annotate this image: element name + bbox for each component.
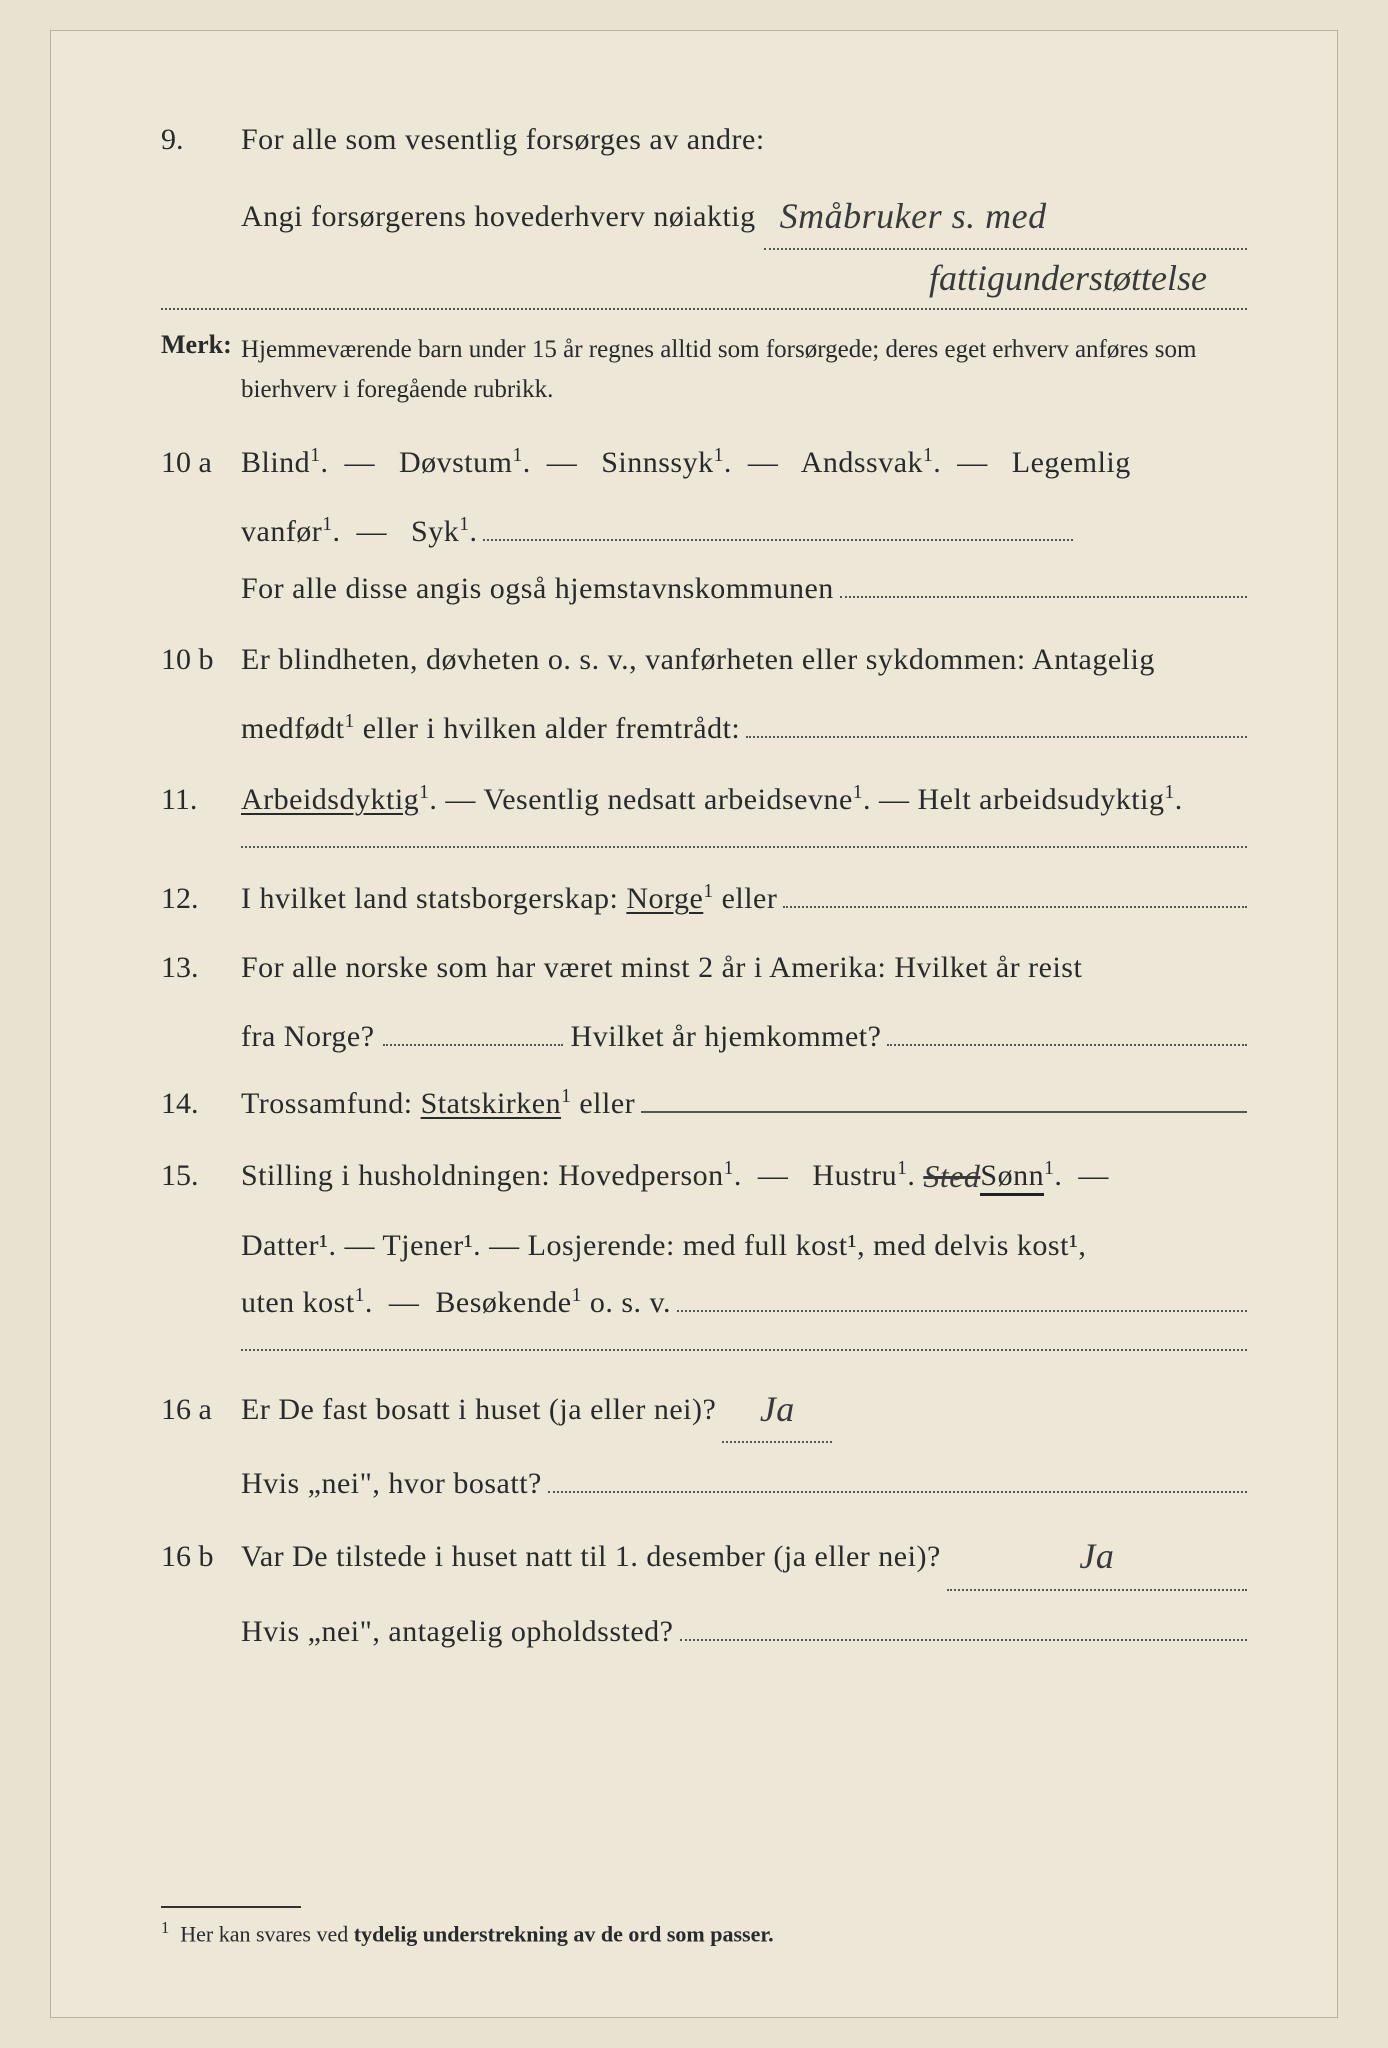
footnote: 1 Her kan svares ved tydelig understrekn… (161, 1906, 1247, 1947)
q16a-number: 16 a (161, 1381, 241, 1438)
q11-opt3: Helt arbeidsudyktig (918, 783, 1165, 816)
q15-3b: Besøkende (435, 1286, 571, 1319)
q15-3c: o. s. v. (582, 1286, 671, 1319)
q13-line2: fra Norge? Hvilket år hjemkommet? (241, 1008, 1247, 1065)
q9-field-1: Småbruker s. med (764, 180, 1247, 250)
q9-line2: Angi forsørgerens hovederhverv nøiaktig … (241, 180, 1247, 250)
q15-number: 15. (161, 1147, 241, 1204)
q11-opt1: Arbeidsdyktig (241, 783, 419, 816)
q10a-opt5: Legemlig (1012, 446, 1131, 479)
q11-number: 11. (161, 771, 241, 828)
q10b-text2b: eller i hvilken alder fremtrådt: (355, 712, 741, 745)
q9-line1: For alle som vesentlig forsørges av andr… (241, 111, 1247, 168)
q12-norge: Norge (626, 882, 703, 915)
footnote-plain: Her kan svares ved (180, 1921, 354, 1946)
q14-b: eller (571, 1087, 635, 1120)
q10a-opt1: Blind (241, 446, 310, 479)
q13-number: 13. (161, 939, 241, 996)
merk-note: Merk: Hjemmeværende barn under 15 år reg… (161, 330, 1247, 410)
question-13: 13. For alle norske som har været minst … (161, 939, 1247, 996)
q15-a: Stilling i husholdningen: Hovedperson (241, 1159, 724, 1192)
q14-a: Trossamfund: (241, 1087, 421, 1120)
merk-text: Hjemmeværende barn under 15 år regnes al… (241, 330, 1247, 410)
q15-line3: uten kost1. — Besøkende1 o. s. v. (241, 1274, 1247, 1331)
q13-fra: fra Norge? (241, 1008, 375, 1065)
question-15: 15. Stilling i husholdningen: Hovedperso… (161, 1144, 1247, 1205)
question-10b: 10 b Er blindheten, døvheten o. s. v., v… (161, 631, 1247, 688)
q9-handwritten-1: Småbruker s. med (780, 182, 1047, 250)
question-12: 12. I hvilket land statsborgerskap: Norg… (161, 870, 1247, 927)
q11-options: Arbeidsdyktig1. — Vesentlig nedsatt arbe… (241, 771, 1247, 828)
q10b-number: 10 b (161, 631, 241, 688)
q15-sonn: Sønn (980, 1159, 1044, 1196)
q12-b: eller (714, 882, 778, 915)
q10a-opt7: Syk (411, 515, 459, 548)
q9-number: 9. (161, 111, 241, 168)
q16b-text: Var De tilstede i huset natt til 1. dese… (241, 1520, 1247, 1590)
q16a-answer: Ja (760, 1375, 795, 1443)
q10a-opt6: vanfør (241, 515, 322, 548)
q16a-text: Er De fast bosatt i huset (ja eller nei)… (241, 1373, 1247, 1443)
q16b-number: 16 b (161, 1528, 241, 1585)
q10a-hjemstavn: For alle disse angis også hjemstavnskomm… (241, 560, 834, 617)
q14-statskirken: Statskirken (421, 1087, 562, 1120)
question-16b: 16 b Var De tilstede i huset natt til 1.… (161, 1520, 1247, 1590)
q16a-followup-label: Hvis „nei", hvor bosatt? (241, 1455, 542, 1512)
q10a-opt2: Døvstum (399, 446, 513, 479)
q15-sted-strike: Sted (923, 1146, 980, 1207)
question-10a: 10 a Blind1. — Døvstum1. — Sinnssyk1. — … (161, 434, 1247, 491)
q10a-line3: For alle disse angis også hjemstavnskomm… (241, 560, 1247, 617)
document-page: 9. For alle som vesentlig forsørges av a… (50, 30, 1338, 2018)
q10a-opt4: Andssvak (801, 446, 923, 479)
q15-line1: Stilling i husholdningen: Hovedperson1. … (241, 1144, 1247, 1205)
q13-text1: For alle norske som har været minst 2 år… (241, 939, 1247, 996)
q16b-followup-label: Hvis „nei", antagelig opholdssted? (241, 1603, 674, 1660)
q16b-q: Var De tilstede i huset natt til 1. dese… (241, 1528, 941, 1585)
q16b-answer: Ja (1079, 1522, 1114, 1590)
merk-label: Merk: (161, 330, 241, 360)
q10a-line2: vanfør1. — Syk1. (241, 503, 1247, 560)
question-9: 9. For alle som vesentlig forsørges av a… (161, 111, 1247, 168)
q10b-medfodt: medfødt (241, 712, 344, 745)
q16b-followup: Hvis „nei", antagelig opholdssted? (241, 1603, 1247, 1660)
q15-line2: Datter¹. — Tjener¹. — Losjerende: med fu… (241, 1217, 1247, 1274)
q10b-line2: medfødt1 eller i hvilken alder fremtrådt… (241, 700, 1247, 757)
q11-opt2: Vesentlig nedsatt arbeidsevne (483, 783, 852, 816)
q10a-options: Blind1. — Døvstum1. — Sinnssyk1. — Andss… (241, 434, 1247, 491)
footnote-marker: 1 (161, 1918, 169, 1937)
q15-3a: uten kost (241, 1286, 355, 1319)
q9-handwritten-2: fattigunderstøttelse (161, 250, 1247, 310)
q10b-text1: Er blindheten, døvheten o. s. v., vanfør… (241, 631, 1247, 688)
q10a-opt3: Sinnssyk (601, 446, 713, 479)
q12-text: I hvilket land statsborgerskap: Norge1 e… (241, 870, 1247, 927)
q12-a: I hvilket land statsborgerskap: (241, 882, 626, 915)
q15-hustru: Hustru (812, 1159, 897, 1192)
q9-label: Angi forsørgerens hovederhverv nøiaktig (241, 188, 756, 245)
q13-hjem: Hvilket år hjemkommet? (571, 1008, 882, 1065)
q10a-number: 10 a (161, 434, 241, 491)
divider-after-15 (241, 1349, 1247, 1351)
q14-text: Trossamfund: Statskirken1 eller (241, 1075, 1247, 1132)
footnote-bold: tydelig understrekning av de ord som pas… (354, 1921, 774, 1946)
footnote-rule (161, 1906, 301, 1908)
question-16a: 16 a Er De fast bosatt i huset (ja eller… (161, 1373, 1247, 1443)
q16a-followup: Hvis „nei", hvor bosatt? (241, 1455, 1247, 1512)
question-14: 14. Trossamfund: Statskirken1 eller (161, 1075, 1247, 1132)
question-11: 11. Arbeidsdyktig1. — Vesentlig nedsatt … (161, 771, 1247, 828)
q14-number: 14. (161, 1075, 241, 1132)
q16a-q: Er De fast bosatt i huset (ja eller nei)… (241, 1381, 716, 1438)
divider-after-11 (241, 846, 1247, 848)
q12-number: 12. (161, 870, 241, 927)
